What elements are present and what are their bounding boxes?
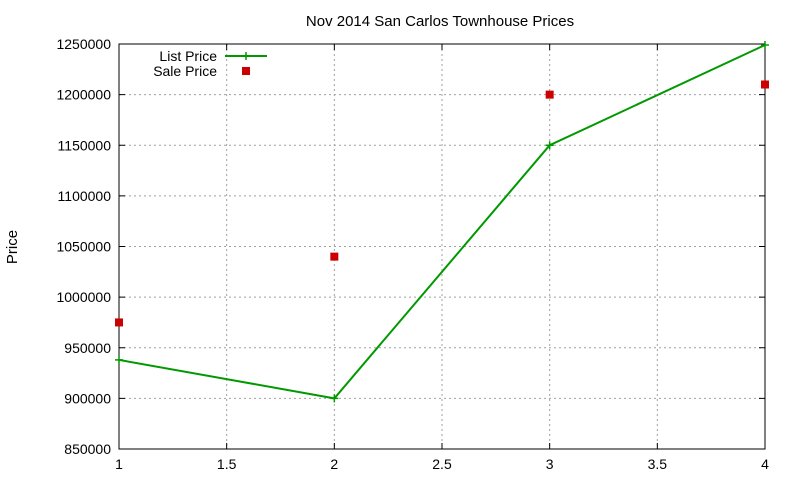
- y-tick-label: 1000000: [56, 289, 111, 305]
- data-point-plus: [545, 141, 554, 150]
- y-tick-label: 950000: [64, 340, 111, 356]
- series-layer: [115, 41, 769, 403]
- y-tick-label: 1050000: [56, 239, 111, 255]
- grid-layer: [119, 44, 765, 449]
- legend-label: Sale Price: [153, 63, 217, 79]
- data-point-plus: [330, 394, 339, 403]
- x-tick-label: 3: [546, 456, 554, 472]
- legend-item: Sale Price: [153, 63, 250, 79]
- y-axis-label: Price: [4, 230, 21, 264]
- data-point-square: [761, 80, 769, 89]
- data-point-square: [545, 90, 554, 99]
- y-tick-label: 1150000: [58, 137, 112, 153]
- x-tick-label: 1: [115, 456, 123, 472]
- x-tick-label: 1.5: [217, 456, 237, 472]
- legend-marker-square: [242, 67, 250, 75]
- x-tick-label: 3.5: [648, 456, 668, 472]
- y-tick-label: 850000: [64, 441, 111, 457]
- legend-marker-plus: [242, 52, 250, 60]
- axes-layer: 1 1.5 2 2.5 3 3.5 4 850000 900000 950000 1000000 10…: [56, 36, 769, 472]
- y-tick-label: 1100000: [58, 188, 112, 204]
- y-tick-label: 1200000: [56, 87, 111, 103]
- chart-title: Nov 2014 San Carlos Townhouse Prices: [306, 13, 574, 30]
- data-point-plus: [761, 41, 769, 50]
- series-sale-price: [115, 80, 769, 327]
- plot-frame: [118, 43, 766, 450]
- y-tick-label: 1250000: [56, 36, 111, 52]
- x-tick-label: 2: [330, 456, 338, 472]
- data-point-square: [115, 318, 123, 327]
- series-line: [118, 44, 766, 400]
- x-tick-label: 2.5: [432, 456, 452, 472]
- data-point-plus: [115, 355, 123, 364]
- legend-item: List Price: [159, 48, 267, 64]
- y-tick-label: 900000: [64, 390, 111, 406]
- series-list-price: [115, 41, 769, 403]
- legend-label: List Price: [159, 48, 217, 64]
- x-tick-label: 4: [761, 456, 769, 472]
- data-point-square: [330, 252, 339, 261]
